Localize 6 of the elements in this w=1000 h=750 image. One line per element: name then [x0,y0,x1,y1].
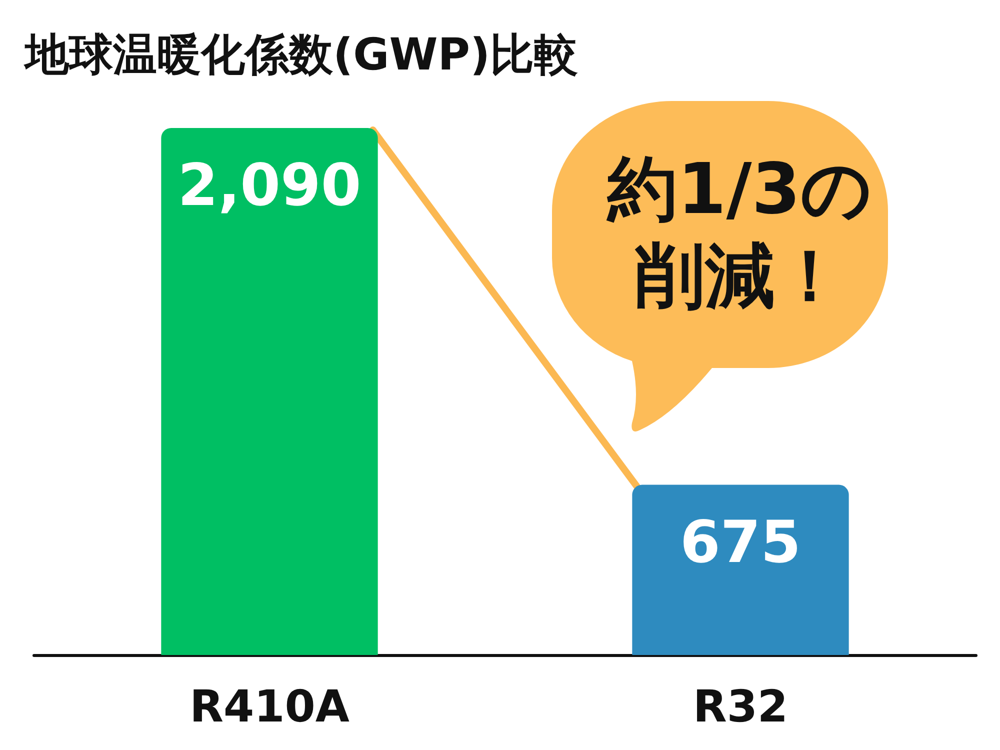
x-tick-label: R410A [190,682,350,732]
data-label: 2,090 [178,151,362,219]
chart-title: 地球温暖化係数(GWP)比較 [23,30,578,80]
annotation: 約1/3の削減！ [605,147,874,319]
data-label: 675 [680,508,802,576]
x-tick-label: R32 [692,682,788,732]
